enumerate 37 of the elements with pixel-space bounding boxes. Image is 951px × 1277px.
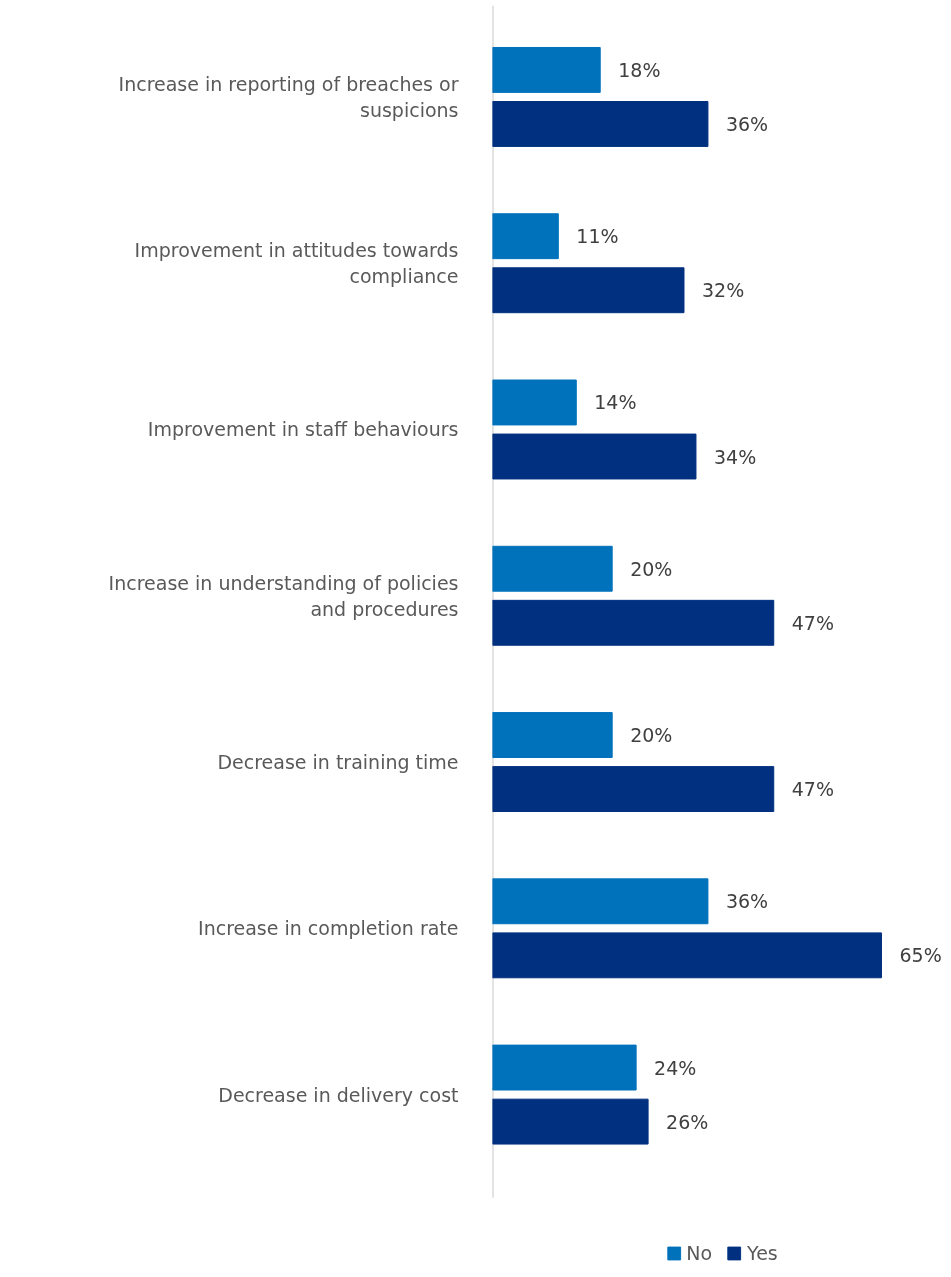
y-tick-label: Increase in reporting of breaches or suspicions	[118, 72, 459, 122]
data-label: 34%	[713, 445, 757, 468]
data-label: 26%	[666, 1110, 709, 1133]
bar	[492, 766, 775, 813]
y-tick-label: Improvement in attitudes towards compliance	[134, 239, 459, 288]
bar	[492, 545, 613, 592]
bar	[492, 599, 775, 646]
bar	[492, 878, 709, 925]
y-tick-label: Decrease in delivery cost	[218, 1083, 459, 1106]
bar	[492, 1044, 637, 1091]
bar	[492, 267, 685, 314]
y-tick-label: Improvement in staff behaviours	[147, 418, 459, 441]
y-tick-label: Decrease in training time	[217, 751, 459, 774]
y-tick-label: Increase in completion rate	[198, 917, 459, 940]
bar	[492, 46, 601, 93]
data-label: 20%	[630, 557, 673, 580]
data-label: 32%	[702, 279, 745, 302]
bar	[492, 101, 709, 147]
legend-label: Yes	[747, 1242, 778, 1264]
data-label: 47%	[791, 778, 834, 801]
data-label: 11%	[576, 225, 619, 248]
data-label: 36%	[725, 890, 769, 913]
legend-label: No	[686, 1242, 713, 1264]
bar	[492, 1098, 649, 1145]
y-tick-label: Increase in understanding of policies and procedures	[108, 571, 459, 620]
data-label: 36%	[725, 112, 769, 135]
data-label: 14%	[594, 391, 637, 414]
data-label: 24%	[654, 1056, 697, 1079]
data-label: 18%	[618, 58, 661, 81]
bar	[492, 712, 613, 758]
bar	[492, 932, 882, 979]
data-label: 20%	[630, 724, 673, 747]
data-label: 47%	[791, 611, 834, 634]
bar	[492, 433, 697, 480]
bar	[492, 379, 577, 426]
bar	[492, 213, 559, 260]
data-label: 65%	[899, 944, 942, 967]
